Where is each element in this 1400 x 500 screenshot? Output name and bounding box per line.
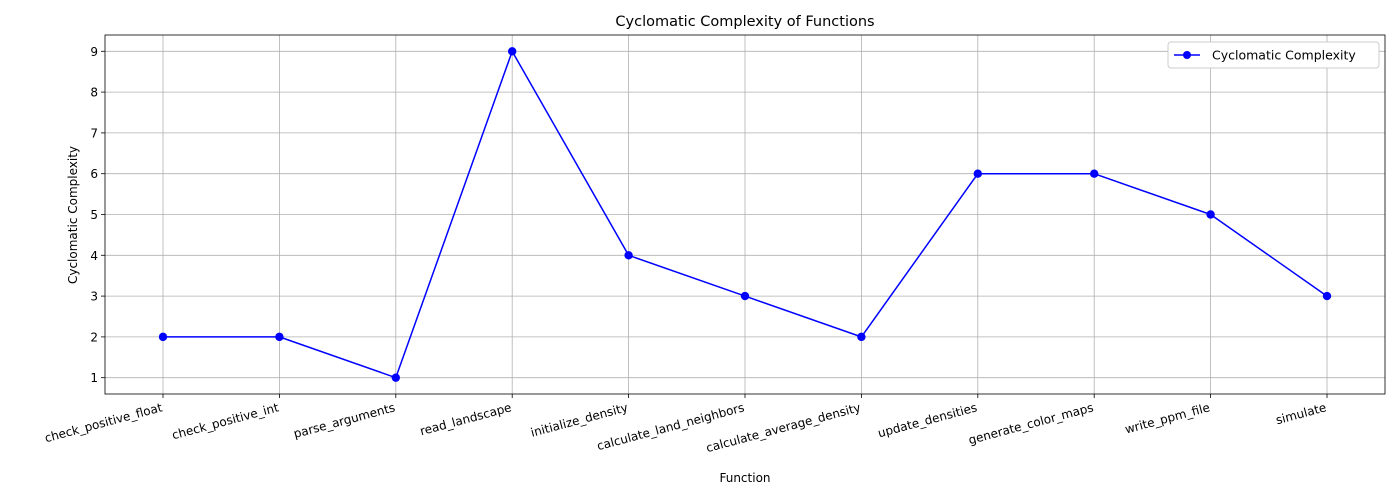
chart-title: Cyclomatic Complexity of Functions — [615, 14, 874, 30]
y-tick-label: 4 — [90, 249, 98, 263]
y-tick-label: 9 — [90, 45, 98, 59]
data-point — [973, 169, 982, 178]
y-tick-label: 1 — [90, 371, 98, 385]
data-point — [857, 332, 866, 342]
y-tick-label: 6 — [90, 167, 98, 181]
data-point — [624, 251, 633, 260]
y-axis-ticks: 1 2 3 4 5 6 7 8 9 — [90, 45, 105, 385]
data-point — [1206, 210, 1215, 219]
data-point — [1090, 169, 1099, 178]
y-tick-label: 2 — [90, 330, 98, 344]
series-layer — [158, 47, 1332, 382]
y-axis-label: Cyclomatic Complexity — [66, 146, 80, 284]
x-axis-label: Function — [719, 471, 770, 485]
y-tick-label: 5 — [90, 208, 98, 222]
y-tick-label: 7 — [90, 126, 98, 140]
data-point — [275, 332, 284, 342]
data-point — [740, 291, 750, 301]
y-tick-label: 8 — [90, 86, 98, 100]
legend: Cyclomatic Complexity — [1167, 41, 1380, 69]
data-point — [391, 373, 400, 382]
y-tick-label: 3 — [90, 290, 98, 304]
data-point — [158, 332, 168, 342]
legend-box — [1167, 41, 1380, 69]
data-point — [508, 47, 517, 56]
data-point — [1322, 291, 1332, 301]
legend-label: Cyclomatic Complexity — [1212, 48, 1356, 63]
legend-marker-swatch — [1183, 51, 1191, 59]
